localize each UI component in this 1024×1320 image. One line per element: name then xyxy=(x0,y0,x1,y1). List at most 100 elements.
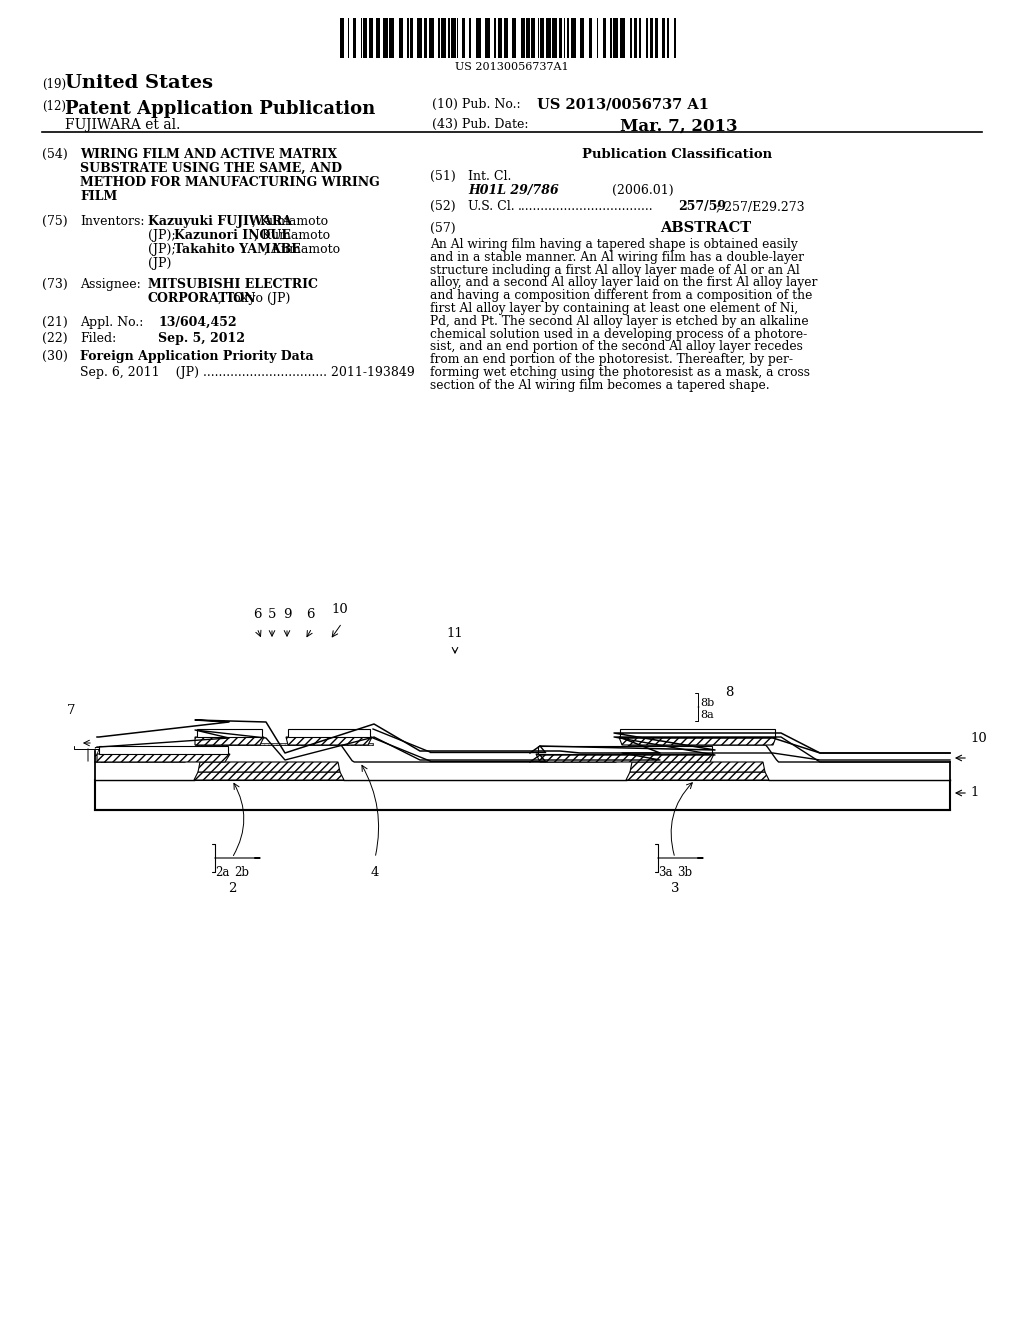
Text: United States: United States xyxy=(65,74,213,92)
Text: 3: 3 xyxy=(671,882,679,895)
Text: 7b: 7b xyxy=(93,747,108,756)
Bar xyxy=(541,18,544,58)
Text: US 20130056737A1: US 20130056737A1 xyxy=(456,62,568,73)
Text: 257/59: 257/59 xyxy=(678,201,726,213)
Polygon shape xyxy=(95,744,950,780)
Text: METHOD FOR MANUFACTURING WIRING: METHOD FOR MANUFACTURING WIRING xyxy=(80,176,380,189)
Text: FILM: FILM xyxy=(80,190,118,203)
Bar xyxy=(609,18,612,58)
Bar xyxy=(639,18,641,58)
Bar xyxy=(589,18,592,58)
Text: (30): (30) xyxy=(42,350,68,363)
Text: 1: 1 xyxy=(970,787,978,800)
Text: 2a: 2a xyxy=(215,866,229,879)
Bar xyxy=(447,18,451,58)
Bar xyxy=(348,18,349,58)
Text: MITSUBISHI ELECTRIC: MITSUBISHI ELECTRIC xyxy=(148,279,318,290)
Text: 8b: 8b xyxy=(700,698,715,708)
Text: 3b: 3b xyxy=(678,866,692,879)
Text: 2: 2 xyxy=(227,882,237,895)
Text: , Tokyo (JP): , Tokyo (JP) xyxy=(218,292,291,305)
Text: ; 257/E29.273: ; 257/E29.273 xyxy=(716,201,805,213)
Bar xyxy=(377,18,380,58)
Bar xyxy=(655,18,657,58)
Bar xyxy=(485,18,490,58)
Text: (10) Pub. No.:: (10) Pub. No.: xyxy=(432,98,520,111)
Bar xyxy=(499,18,502,58)
Bar xyxy=(547,18,551,58)
Text: (75): (75) xyxy=(42,215,68,228)
Bar xyxy=(458,18,459,58)
Bar xyxy=(621,18,625,58)
Bar xyxy=(429,18,434,58)
Text: section of the Al wiring film becomes a tapered shape.: section of the Al wiring film becomes a … xyxy=(430,379,770,392)
Polygon shape xyxy=(288,729,370,737)
Text: 6: 6 xyxy=(253,609,261,620)
Text: CORPORATION: CORPORATION xyxy=(148,292,256,305)
Bar xyxy=(552,18,557,58)
Text: , Kumamoto: , Kumamoto xyxy=(252,215,328,228)
Bar xyxy=(564,18,565,58)
Text: Mar. 7, 2013: Mar. 7, 2013 xyxy=(620,117,737,135)
Text: 7a: 7a xyxy=(93,755,106,766)
Text: 4: 4 xyxy=(371,866,379,879)
Bar xyxy=(440,18,445,58)
Text: from an end portion of the photoresist. Thereafter, by per-: from an end portion of the photoresist. … xyxy=(430,354,793,366)
Text: (12): (12) xyxy=(42,100,66,114)
Text: 9: 9 xyxy=(283,609,291,620)
Polygon shape xyxy=(630,762,765,772)
Text: (JP);: (JP); xyxy=(148,243,179,256)
Polygon shape xyxy=(195,737,264,744)
Bar xyxy=(526,18,530,58)
Text: (52): (52) xyxy=(430,201,456,213)
Text: 2b: 2b xyxy=(234,866,250,879)
Text: (43) Pub. Date:: (43) Pub. Date: xyxy=(432,117,528,131)
Polygon shape xyxy=(538,746,712,754)
Bar xyxy=(361,18,362,58)
Polygon shape xyxy=(286,737,372,744)
Polygon shape xyxy=(197,729,262,737)
Text: FUJIWARA et al.: FUJIWARA et al. xyxy=(65,117,180,132)
Polygon shape xyxy=(99,746,228,754)
Text: H01L 29/786: H01L 29/786 xyxy=(468,183,559,197)
Text: Takahito YAMABE: Takahito YAMABE xyxy=(174,243,301,256)
Bar xyxy=(567,18,568,58)
Text: alloy, and a second Al alloy layer laid on the first Al alloy layer: alloy, and a second Al alloy layer laid … xyxy=(430,276,817,289)
Text: An Al wiring film having a tapered shape is obtained easily: An Al wiring film having a tapered shape… xyxy=(430,238,798,251)
Bar xyxy=(531,18,535,58)
Text: forming wet etching using the photoresist as a mask, a cross: forming wet etching using the photoresis… xyxy=(430,366,810,379)
Bar xyxy=(581,18,584,58)
Text: 10: 10 xyxy=(332,603,348,616)
Text: , Kumamoto: , Kumamoto xyxy=(254,228,330,242)
Text: , Kumamoto: , Kumamoto xyxy=(264,243,340,256)
Text: and having a composition different from a composition of the: and having a composition different from … xyxy=(430,289,812,302)
Text: (19): (19) xyxy=(42,78,67,91)
Text: Sep. 6, 2011    (JP) ................................ 2011-193849: Sep. 6, 2011 (JP) ......................… xyxy=(80,366,415,379)
Text: 8a: 8a xyxy=(700,710,714,719)
Bar xyxy=(462,18,466,58)
Bar xyxy=(630,18,632,58)
Text: ...................................: ................................... xyxy=(518,201,653,213)
Polygon shape xyxy=(195,743,373,744)
Polygon shape xyxy=(97,754,230,762)
Text: (73): (73) xyxy=(42,279,68,290)
Bar xyxy=(512,18,516,58)
Polygon shape xyxy=(620,729,775,737)
Bar xyxy=(663,18,665,58)
Bar xyxy=(353,18,356,58)
Text: 13/604,452: 13/604,452 xyxy=(158,315,237,329)
Text: and in a stable manner. An Al wiring film has a double-layer: and in a stable manner. An Al wiring fil… xyxy=(430,251,804,264)
Text: Sep. 5, 2012: Sep. 5, 2012 xyxy=(158,333,245,345)
Text: Patent Application Publication: Patent Application Publication xyxy=(65,100,375,117)
Bar xyxy=(407,18,410,58)
Bar xyxy=(667,18,670,58)
Bar xyxy=(597,18,598,58)
Bar xyxy=(469,18,471,58)
Text: WIRING FILM AND ACTIVE MATRIX: WIRING FILM AND ACTIVE MATRIX xyxy=(80,148,337,161)
Text: (22): (22) xyxy=(42,333,68,345)
Bar xyxy=(571,18,575,58)
Text: Foreign Application Priority Data: Foreign Application Priority Data xyxy=(80,350,313,363)
Bar xyxy=(383,18,388,58)
Text: 6: 6 xyxy=(306,609,314,620)
Bar xyxy=(438,18,439,58)
